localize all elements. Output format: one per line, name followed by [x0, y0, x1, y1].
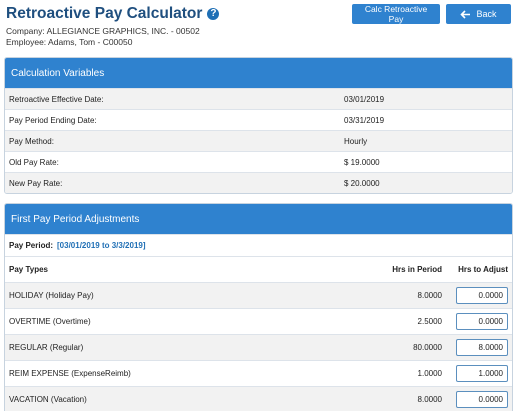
- hrs-in-period-cell: 1.0000: [417, 369, 442, 378]
- calc-variable-label: Old Pay Rate:: [9, 157, 59, 167]
- calc-variable-value: $ 19.0000: [344, 157, 380, 167]
- calc-retroactive-pay-button[interactable]: Calc Retroactive Pay: [352, 4, 440, 24]
- calc-variable-label: Pay Period Ending Date:: [9, 115, 97, 125]
- hrs-to-adjust-cell: [446, 339, 512, 356]
- calc-variable-label: New Pay Rate:: [9, 178, 63, 188]
- pay-type-cell: VACATION (Vacation): [9, 395, 87, 404]
- table-row: OVERTIME (Overtime) 2.5000: [5, 308, 512, 334]
- calc-variable-row: Pay Method: Hourly: [5, 130, 512, 151]
- calc-variable-value: 03/31/2019: [344, 115, 385, 125]
- pay-type-cell: REGULAR (Regular): [9, 343, 84, 352]
- hrs-to-adjust-input[interactable]: [456, 313, 508, 330]
- hrs-to-adjust-input[interactable]: [456, 287, 508, 304]
- calc-variable-label: Pay Method:: [9, 136, 54, 146]
- calculation-variables-list: Retroactive Effective Date: 03/01/2019 Pay…: [5, 88, 512, 193]
- hrs-to-adjust-cell: [446, 365, 512, 382]
- first-pay-period-panel: First Pay Period Adjustments Pay Period:…: [4, 203, 513, 411]
- calc-variable-row: Pay Period Ending Date: 03/31/2019: [5, 109, 512, 130]
- pay-type-cell: OVERTIME (Overtime): [9, 317, 91, 326]
- pay-period-line: Pay Period: [03/01/2019 to 3/3/2019]: [5, 234, 512, 256]
- pay-type-cell: HOLIDAY (Holiday Pay): [9, 291, 94, 300]
- help-icon[interactable]: ?: [207, 8, 220, 20]
- table-row: REGULAR (Regular) 80.0000: [5, 334, 512, 360]
- hrs-to-adjust-cell: [446, 313, 512, 330]
- hrs-to-adjust-input[interactable]: [456, 365, 508, 382]
- column-header-hrs-in-period: Hrs in Period: [392, 265, 442, 274]
- table-row: HOLIDAY (Holiday Pay) 8.0000: [5, 282, 512, 308]
- hrs-to-adjust-input[interactable]: [456, 339, 508, 356]
- employee-info: Employee: Adams, Tom - C00050: [6, 37, 133, 47]
- adjustments-table-body: HOLIDAY (Holiday Pay) 8.0000 OVERTIME (Ove…: [5, 282, 512, 411]
- adjustments-table-header: Pay Types Hrs in Period Hrs to Adjust: [5, 256, 512, 282]
- calc-variable-value: 03/01/2019: [344, 94, 385, 104]
- back-button-label: Back: [476, 9, 497, 19]
- hrs-in-period-cell: 8.0000: [417, 395, 442, 404]
- hrs-in-period-cell: 2.5000: [417, 317, 442, 326]
- calc-variable-row: Retroactive Effective Date: 03/01/2019: [5, 88, 512, 109]
- back-button[interactable]: Back: [446, 4, 511, 24]
- pay-period-label: Pay Period:: [9, 241, 54, 250]
- page-title: Retroactive Pay Calculator ?: [6, 5, 220, 23]
- calc-variable-label: Retroactive Effective Date:: [9, 94, 104, 104]
- hrs-in-period-cell: 8.0000: [417, 291, 442, 300]
- column-header-hrs-to-adjust: Hrs to Adjust: [458, 265, 508, 274]
- column-header-pay-types: Pay Types: [9, 265, 48, 274]
- table-row: REIM EXPENSE (ExpenseReimb) 1.0000: [5, 360, 512, 386]
- arrow-left-icon: [460, 9, 471, 19]
- hrs-to-adjust-input[interactable]: [456, 391, 508, 408]
- calc-variable-row: Old Pay Rate: $ 19.0000: [5, 151, 512, 172]
- page-title-text: Retroactive Pay Calculator: [6, 5, 203, 22]
- calculation-variables-panel: Calculation Variables Retroactive Effect…: [4, 57, 513, 194]
- company-info: Company: ALLEGIANCE GRAPHICS, INC. - 005…: [6, 26, 200, 36]
- calc-variable-value: $ 20.0000: [344, 178, 380, 188]
- pay-period-link[interactable]: [03/01/2019 to 3/3/2019]: [57, 241, 146, 250]
- hrs-to-adjust-cell: [446, 287, 512, 304]
- calc-variable-value: Hourly: [344, 136, 368, 146]
- table-row: VACATION (Vacation) 8.0000: [5, 386, 512, 411]
- calc-button-label: Calc Retroactive Pay: [364, 4, 428, 24]
- hrs-to-adjust-cell: [446, 391, 512, 408]
- hrs-in-period-cell: 80.0000: [413, 343, 442, 352]
- pay-type-cell: REIM EXPENSE (ExpenseReimb): [9, 369, 131, 378]
- first-pay-period-heading: First Pay Period Adjustments: [5, 204, 512, 234]
- calc-variable-row: New Pay Rate: $ 20.0000: [5, 172, 512, 193]
- calculation-variables-heading: Calculation Variables: [5, 58, 512, 88]
